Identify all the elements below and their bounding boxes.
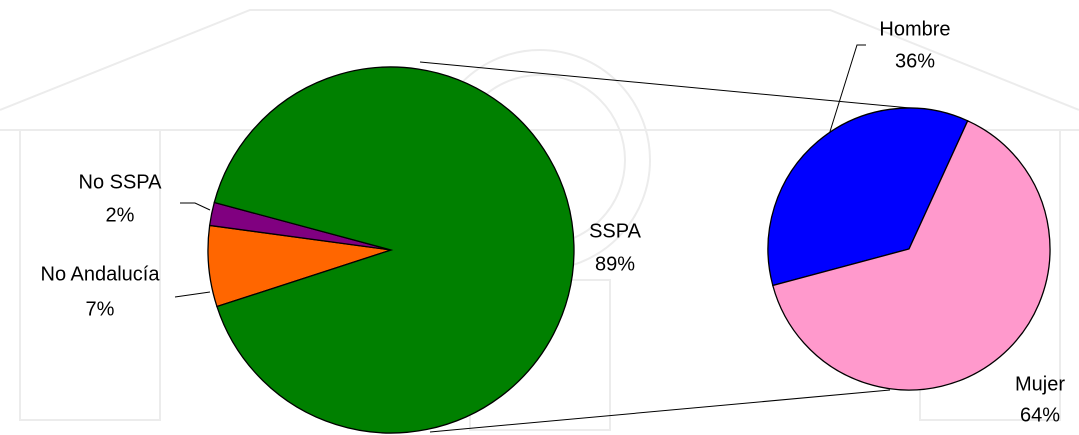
leader-line	[817, 44, 866, 171]
connector-line	[419, 61, 911, 109]
connector-line	[429, 389, 891, 433]
slice-value-label: 7%	[86, 298, 115, 320]
leader-line	[180, 202, 211, 211]
pie-slice	[767, 107, 969, 287]
slice-label: Hombre	[879, 18, 950, 40]
slice-value-label: 64%	[1020, 404, 1060, 426]
slice-value-label: 36%	[895, 50, 935, 72]
pie-slice	[213, 66, 575, 434]
slice-label: Mujer	[1015, 373, 1065, 395]
slice-label: SSPA	[589, 220, 642, 242]
slice-value-label: 2%	[106, 204, 135, 226]
slice-label: No SSPA	[79, 171, 163, 193]
leader-line	[174, 291, 211, 298]
pie-slice	[772, 119, 1051, 391]
slice-value-label: 89%	[595, 253, 635, 275]
slice-label: No Andalucía	[41, 263, 161, 285]
